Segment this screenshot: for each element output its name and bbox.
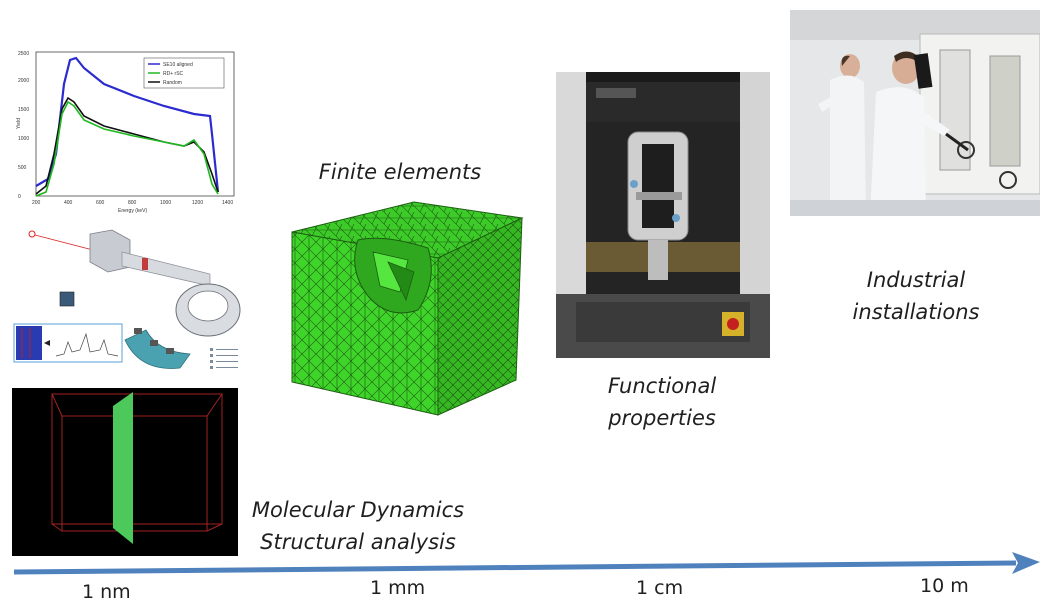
svg-text:1500: 1500 <box>18 107 29 113</box>
svg-text:Random: Random <box>163 80 182 86</box>
svg-text:1000: 1000 <box>18 136 29 142</box>
caption-industrial-line1: Industrial <box>866 268 966 292</box>
tensile-testing-machine-photo <box>556 72 770 358</box>
svg-text:2000: 2000 <box>18 78 29 84</box>
chart-y-ticks: 0 500 1000 1500 2000 2500 <box>18 51 29 200</box>
grain-boundary-slab <box>113 392 133 544</box>
svg-text:800: 800 <box>128 200 137 206</box>
caption-functional-line2: properties <box>608 406 716 430</box>
svg-text:1200: 1200 <box>192 200 203 206</box>
beamline-schematic <box>10 222 250 380</box>
rbs-spectrum-chart: 0 500 1000 1500 2000 2500 Yield 200 400 … <box>14 44 240 218</box>
tick-10m: 10 m <box>920 575 969 597</box>
industrial-lab-photo <box>790 10 1041 216</box>
molecular-dynamics-box <box>12 388 238 556</box>
svg-text:400: 400 <box>64 200 73 206</box>
caption-functional-line1: Functional <box>607 374 717 398</box>
svg-text:500: 500 <box>18 165 27 171</box>
svg-text:200: 200 <box>32 200 41 206</box>
caption-molecular-dynamics-group: Molecular Dynamics Structural analysis <box>228 494 488 558</box>
svg-text:1000: 1000 <box>160 200 171 206</box>
scale-arrow <box>0 550 1047 580</box>
finite-element-cube <box>288 200 528 418</box>
chart-x-ticks: 200 400 600 800 1000 1200 1400 <box>32 200 233 206</box>
svg-text:RD+ rSC: RD+ rSC <box>163 71 184 77</box>
caption-functional-properties: Functional properties <box>560 370 764 434</box>
caption-industrial-line2: installations <box>852 300 980 324</box>
tick-1mm: 1 mm <box>370 577 426 599</box>
chart-xlabel: Energy (keV) <box>118 208 148 214</box>
caption-industrial-installations: Industrial installations <box>818 264 1014 328</box>
caption-molecular-dynamics: Molecular Dynamics <box>251 498 465 522</box>
chart-legend: SE10 aligned RD+ rSC Random <box>143 57 225 89</box>
tick-1nm: 1 nm <box>82 581 131 603</box>
caption-structural-analysis: Structural analysis <box>260 530 456 554</box>
svg-text:2500: 2500 <box>18 51 29 57</box>
series-rd-green <box>35 100 219 197</box>
tick-1cm: 1 cm <box>636 577 684 599</box>
svg-text:0: 0 <box>18 194 21 200</box>
caption-finite-elements: Finite elements <box>318 160 482 184</box>
svg-text:1400: 1400 <box>222 200 233 206</box>
chart-ylabel: Yield <box>16 118 22 129</box>
svg-text:600: 600 <box>96 200 105 206</box>
svg-text:SE10 aligned: SE10 aligned <box>163 62 193 68</box>
